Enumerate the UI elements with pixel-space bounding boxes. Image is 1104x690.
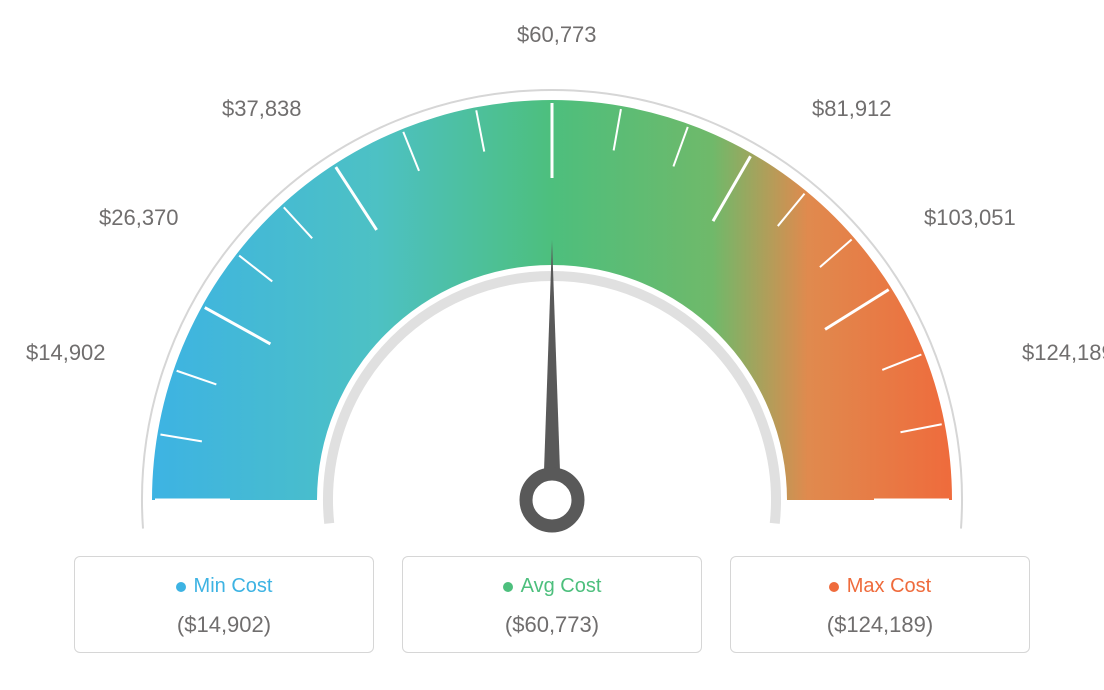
legend-card-max: Max Cost ($124,189) — [730, 556, 1030, 653]
gauge-tick-label: $37,838 — [222, 96, 302, 122]
legend-label-avg: Avg Cost — [521, 575, 602, 598]
gauge-tick-label: $124,189 — [1022, 340, 1104, 366]
legend-value-max: ($124,189) — [741, 612, 1019, 638]
gauge-tick-label: $14,902 — [26, 340, 106, 366]
legend-card-avg: Avg Cost ($60,773) — [402, 556, 702, 653]
legend-row: Min Cost ($14,902) Avg Cost ($60,773) Ma… — [20, 556, 1084, 653]
gauge-chart: $14,902 $26,370 $37,838 $60,773 $81,912 $103,… — [22, 20, 1082, 560]
legend-card-min: Min Cost ($14,902) — [74, 556, 374, 653]
chart-container: $14,902 $26,370 $37,838 $60,773 $81,912 $103,… — [0, 0, 1104, 690]
legend-label-min: Min Cost — [194, 575, 273, 598]
legend-dot-max — [829, 582, 839, 592]
gauge-tick-label: $81,912 — [812, 96, 892, 122]
legend-label-max: Max Cost — [847, 575, 931, 598]
legend-value-min: ($14,902) — [85, 612, 363, 638]
legend-dot-avg — [503, 582, 513, 592]
gauge-tick-label: $60,773 — [517, 22, 597, 48]
gauge-tick-label: $103,051 — [924, 205, 1016, 231]
legend-value-avg: ($60,773) — [413, 612, 691, 638]
gauge-tick-label: $26,370 — [99, 205, 179, 231]
legend-dot-min — [176, 582, 186, 592]
